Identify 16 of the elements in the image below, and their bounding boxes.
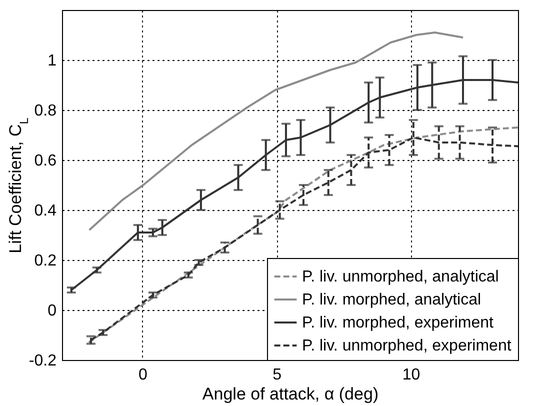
x-tick-label: 10	[402, 366, 420, 384]
y-tick-label: 0.8	[34, 102, 57, 120]
legend-label: P. liv. unmorphed, experiment	[302, 338, 512, 354]
y-tick-label: 0	[48, 302, 57, 320]
legend-label: P. liv. unmorphed, analytical	[302, 268, 499, 286]
y-tick-label: -0.2	[28, 352, 57, 370]
y-tick-label: 0.6	[34, 152, 57, 170]
x-axis-title: Angle of attack, α (deg)	[202, 384, 379, 404]
y-tick-label: 1	[48, 52, 57, 70]
y-tick-label: 0.2	[34, 252, 57, 270]
legend-label: P. liv. morphed, analytical	[302, 292, 482, 308]
y-tick-label: 0.4	[34, 202, 57, 220]
line-series	[88, 32, 464, 231]
legend-label: P. liv. morphed, experiment	[302, 314, 494, 332]
x-tick-label: 0	[138, 366, 148, 384]
x-tick-label: 5	[272, 366, 282, 384]
